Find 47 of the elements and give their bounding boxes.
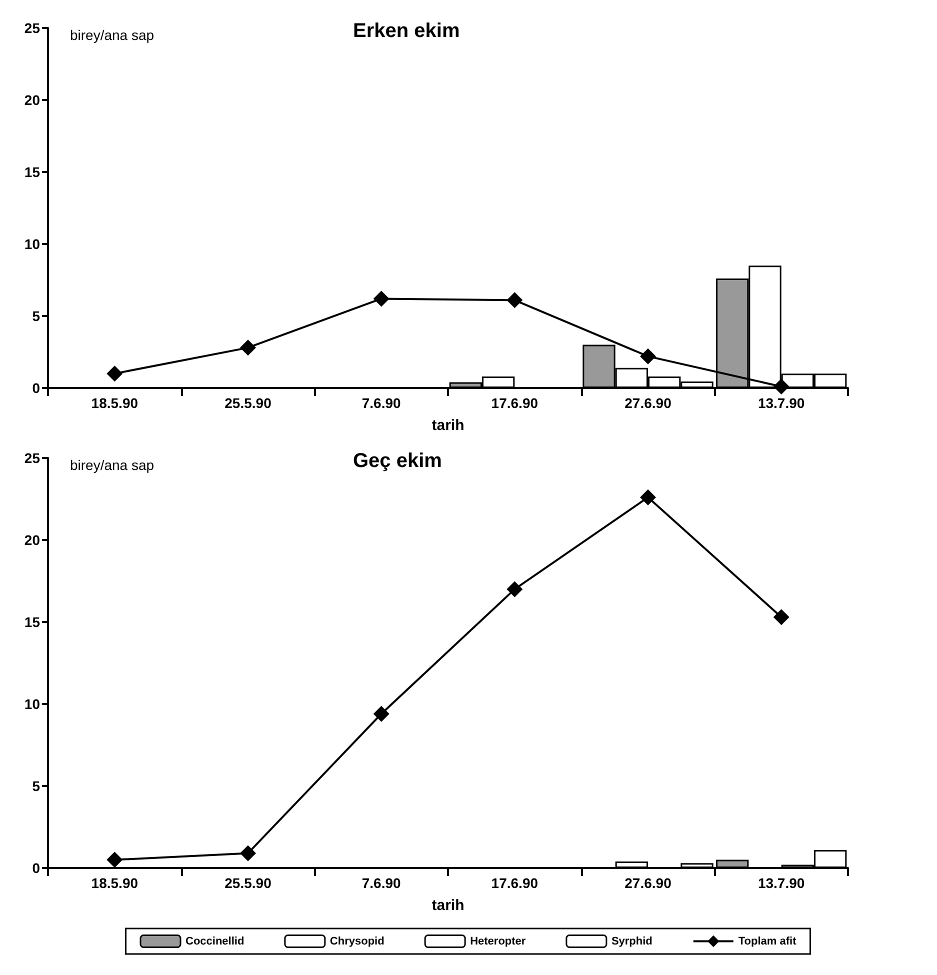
y-tick-label: 5 bbox=[32, 308, 40, 324]
y-tick-label: 0 bbox=[32, 380, 40, 396]
point bbox=[640, 348, 656, 364]
x-tick-label: 18.5.90 bbox=[91, 395, 138, 411]
x-axis-title: tarih bbox=[432, 897, 464, 914]
y-axis-title: birey/ana sap bbox=[70, 27, 154, 43]
x-tick-label: 27.6.90 bbox=[624, 395, 672, 411]
y-tick-label: 25 bbox=[24, 450, 40, 466]
point bbox=[773, 378, 790, 395]
y-tick-label: 5 bbox=[32, 778, 40, 794]
point bbox=[506, 292, 523, 308]
legend-label: Chrysopid bbox=[330, 935, 384, 948]
chart-title: Erken ekim bbox=[353, 20, 460, 42]
legend-label: Coccinellid bbox=[186, 935, 244, 948]
x-tick-label: 7.6.90 bbox=[362, 875, 401, 891]
point bbox=[506, 581, 523, 598]
point bbox=[373, 290, 390, 307]
x-tick-label: 25.5.90 bbox=[224, 395, 272, 411]
x-tick-label: 17.6.90 bbox=[491, 875, 538, 891]
point bbox=[640, 489, 656, 506]
x-axis-title: tarih bbox=[432, 417, 464, 434]
chart-title: Geç ekim bbox=[353, 450, 442, 472]
point bbox=[240, 845, 256, 862]
point bbox=[240, 340, 256, 356]
x-tick-label: 17.6.90 bbox=[491, 395, 538, 411]
y-tick-label: 15 bbox=[24, 164, 40, 180]
legend-label: Toplam afit bbox=[738, 935, 797, 948]
x-tick-label: 27.6.90 bbox=[624, 875, 672, 891]
x-tick-label: 13.7.90 bbox=[758, 395, 805, 411]
y-tick-label: 20 bbox=[24, 92, 40, 108]
y-tick-label: 20 bbox=[24, 532, 40, 548]
x-tick-label: 18.5.90 bbox=[91, 875, 138, 891]
x-tick-label: 25.5.90 bbox=[224, 875, 272, 891]
y-tick-label: 0 bbox=[32, 860, 40, 876]
point bbox=[106, 852, 123, 868]
y-tick-label: 15 bbox=[24, 614, 40, 630]
x-tick-label: 7.6.90 bbox=[362, 395, 401, 411]
point bbox=[106, 366, 123, 382]
y-tick-label: 10 bbox=[24, 696, 40, 712]
y-tick-label: 25 bbox=[24, 20, 40, 36]
legend-label: Heteropter bbox=[470, 935, 526, 948]
y-tick-label: 10 bbox=[24, 236, 40, 252]
point bbox=[773, 609, 790, 626]
legend-label: Syrphid bbox=[611, 935, 652, 948]
point bbox=[373, 706, 390, 722]
y-axis-title: birey/ana sap bbox=[70, 457, 154, 473]
x-tick-label: 13.7.90 bbox=[758, 875, 805, 891]
